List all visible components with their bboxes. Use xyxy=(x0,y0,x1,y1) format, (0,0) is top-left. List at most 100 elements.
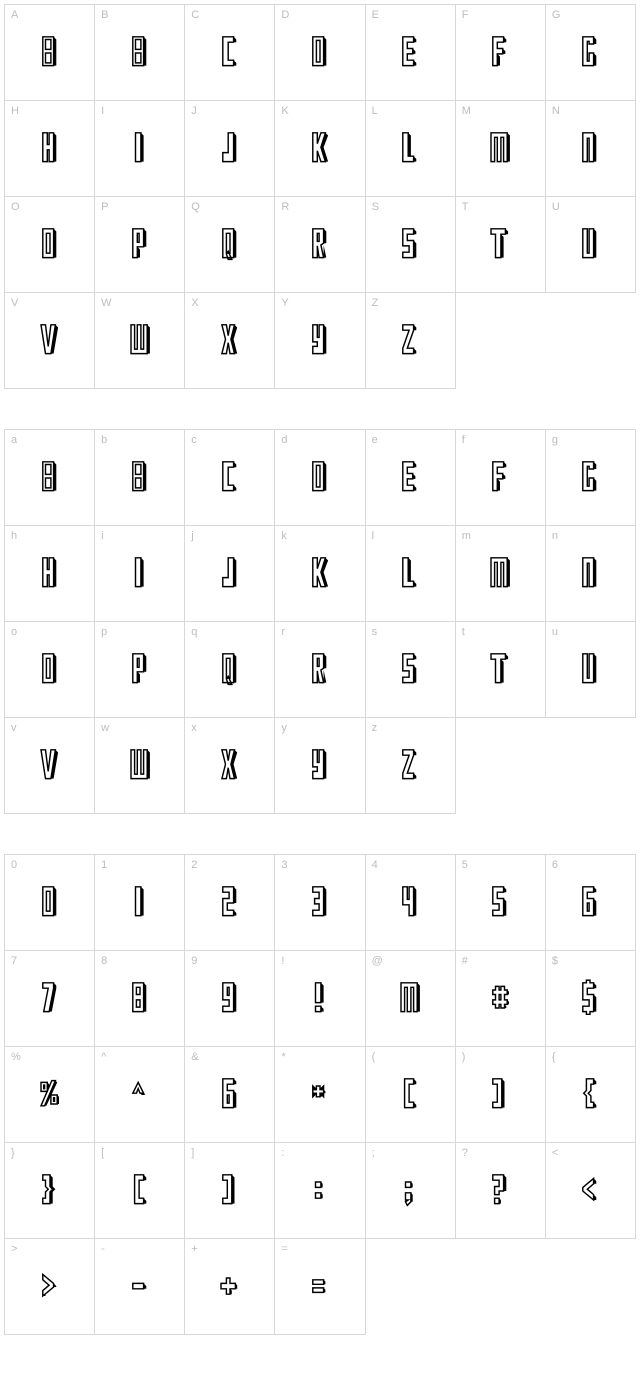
glyph-cell: > xyxy=(5,1239,95,1335)
glyph xyxy=(35,746,64,782)
glyph xyxy=(396,33,425,69)
glyph xyxy=(576,225,605,261)
cell-label: G xyxy=(552,9,561,21)
glyph-cell: m xyxy=(456,526,546,622)
glyph xyxy=(305,33,334,69)
glyph-cell: < xyxy=(546,1143,636,1239)
cell-label: < xyxy=(552,1147,558,1159)
cell-label: R xyxy=(281,201,289,213)
glyph-cell: w xyxy=(95,718,185,814)
glyph-cell: O xyxy=(5,197,95,293)
cell-label: v xyxy=(11,722,17,734)
cell-label: X xyxy=(191,297,198,309)
cell-label: I xyxy=(101,105,104,117)
glyph xyxy=(125,225,154,261)
glyph-cell: ) xyxy=(456,1047,546,1143)
cell-label: @ xyxy=(372,955,383,967)
cell-label: 1 xyxy=(101,859,107,871)
glyph xyxy=(35,321,64,357)
cell-label: e xyxy=(372,434,378,446)
glyph-cell: c xyxy=(185,430,275,526)
glyph xyxy=(125,883,154,919)
glyph xyxy=(396,883,425,919)
glyph xyxy=(396,321,425,357)
glyph xyxy=(576,650,605,686)
cell-label: [ xyxy=(101,1147,104,1159)
glyph xyxy=(305,1075,334,1111)
cell-label: K xyxy=(281,105,288,117)
glyph xyxy=(396,979,425,1015)
cell-label: r xyxy=(281,626,285,638)
glyph-cell: 9 xyxy=(185,951,275,1047)
glyph xyxy=(305,1171,334,1207)
glyph-cell: 0 xyxy=(5,855,95,951)
glyph xyxy=(576,33,605,69)
glyph xyxy=(215,33,244,69)
glyph-cell: + xyxy=(185,1239,275,1335)
cell-label: a xyxy=(11,434,17,446)
glyph-cell: 5 xyxy=(456,855,546,951)
glyph-cell: I xyxy=(95,101,185,197)
glyph xyxy=(486,225,515,261)
glyph-cell: v xyxy=(5,718,95,814)
glyph-cell: * xyxy=(275,1047,365,1143)
cell-label: 2 xyxy=(191,859,197,871)
cell-label: 5 xyxy=(462,859,468,871)
cell-label: x xyxy=(191,722,197,734)
glyph-cell: L xyxy=(366,101,456,197)
glyph xyxy=(305,1267,334,1303)
cell-label: S xyxy=(372,201,379,213)
glyph-cell: & xyxy=(185,1047,275,1143)
glyph-cell: e xyxy=(366,430,456,526)
cell-label: : xyxy=(281,1147,284,1159)
glyph-cell: W xyxy=(95,293,185,389)
cell-label: g xyxy=(552,434,558,446)
glyph-cell: 1 xyxy=(95,855,185,951)
glyph-cell: F xyxy=(456,5,546,101)
glyph-cell: i xyxy=(95,526,185,622)
cell-label: T xyxy=(462,201,469,213)
cell-label: M xyxy=(462,105,471,117)
cell-label: u xyxy=(552,626,558,638)
glyph-cell: n xyxy=(546,526,636,622)
glyph xyxy=(576,129,605,165)
glyph-cell: x xyxy=(185,718,275,814)
glyph xyxy=(486,979,515,1015)
glyph-cell: t xyxy=(456,622,546,718)
cell-label: p xyxy=(101,626,107,638)
glyph xyxy=(486,650,515,686)
glyph-cell: R xyxy=(275,197,365,293)
glyph xyxy=(396,225,425,261)
glyph xyxy=(305,883,334,919)
glyph-cell: G xyxy=(546,5,636,101)
glyph-cell: [ xyxy=(95,1143,185,1239)
glyph-cell: U xyxy=(546,197,636,293)
cell-label: Y xyxy=(281,297,288,309)
cell-label: d xyxy=(281,434,287,446)
glyph xyxy=(125,554,154,590)
glyph xyxy=(125,746,154,782)
glyph xyxy=(35,979,64,1015)
glyph-cell: T xyxy=(456,197,546,293)
cell-label: f xyxy=(462,434,465,446)
glyph xyxy=(215,883,244,919)
glyph-cell: 7 xyxy=(5,951,95,1047)
cell-label: 7 xyxy=(11,955,17,967)
cell-label: q xyxy=(191,626,197,638)
glyph xyxy=(215,1075,244,1111)
glyph-cell: $ xyxy=(546,951,636,1047)
glyph-cell: @ xyxy=(366,951,456,1047)
cell-label: s xyxy=(372,626,378,638)
glyph xyxy=(486,33,515,69)
glyph-cell: K xyxy=(275,101,365,197)
glyph xyxy=(396,746,425,782)
cell-label: V xyxy=(11,297,18,309)
glyph-cell: p xyxy=(95,622,185,718)
glyph xyxy=(396,129,425,165)
glyph-cell: ; xyxy=(366,1143,456,1239)
glyph-cell: } xyxy=(5,1143,95,1239)
glyph xyxy=(396,1075,425,1111)
cell-label: h xyxy=(11,530,17,542)
cell-label: N xyxy=(552,105,560,117)
glyph-cell: S xyxy=(366,197,456,293)
